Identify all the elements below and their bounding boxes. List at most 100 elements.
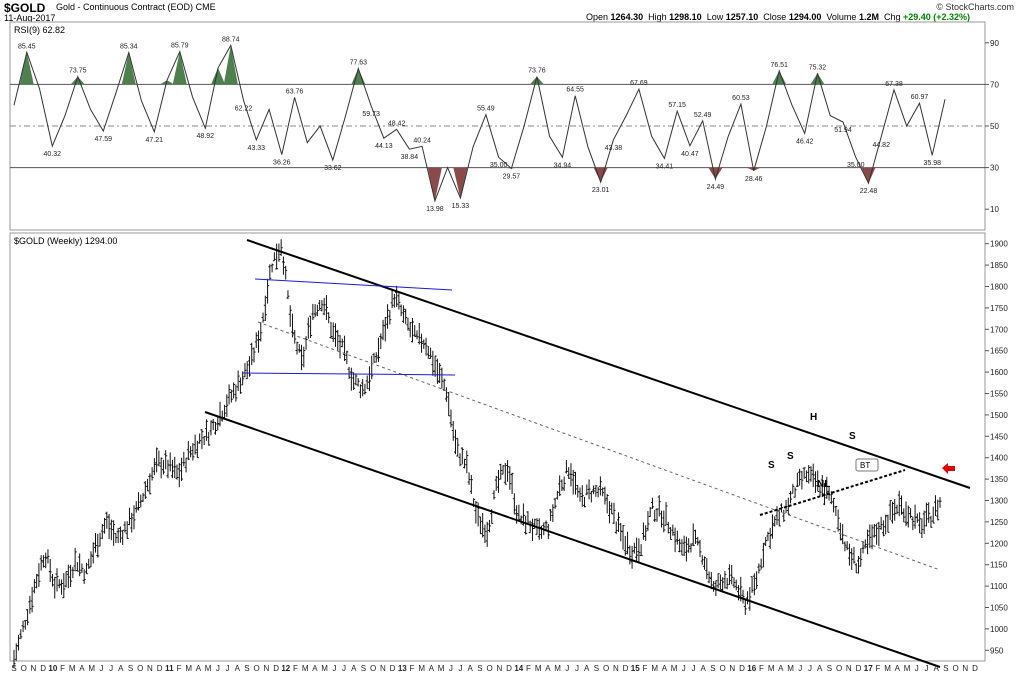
x-axis-label: A bbox=[118, 664, 124, 673]
rsi-label: 85.34 bbox=[120, 43, 138, 50]
x-axis-label: A bbox=[196, 664, 202, 673]
x-axis-label: A bbox=[778, 664, 784, 673]
rsi-label: 22.48 bbox=[860, 188, 878, 195]
x-axis-label: J bbox=[226, 664, 230, 673]
rsi-label: 48.92 bbox=[197, 133, 215, 140]
x-axis-label: 17 bbox=[864, 664, 873, 673]
x-axis-label: S bbox=[128, 664, 133, 673]
low-value: 1257.10 bbox=[725, 12, 759, 22]
x-axis-label: 15 bbox=[631, 664, 640, 673]
rsi-label: 34.41 bbox=[656, 163, 674, 170]
rsi-label: 48.42 bbox=[388, 120, 406, 127]
x-axis: S O N D 10 F M A M J J A S O N D 11 F M A M J J A S O N D 12 F M A M J J A S… bbox=[11, 664, 978, 673]
open-value: 1264.30 bbox=[610, 12, 644, 22]
rsi-label: 47.59 bbox=[95, 136, 113, 143]
x-axis-label: M bbox=[884, 664, 891, 673]
rsi-label: 46.42 bbox=[796, 138, 814, 145]
instrument-name: Gold - Continuous Contract (EOD) CME bbox=[56, 2, 216, 12]
rsi-label: 40.24 bbox=[413, 137, 431, 144]
x-axis-label: O bbox=[370, 664, 376, 673]
x-axis-label: J bbox=[798, 664, 802, 673]
x-axis-label: O bbox=[254, 664, 260, 673]
rsi-label: 35.00 bbox=[490, 162, 508, 169]
rsi-label: 67.38 bbox=[885, 81, 903, 88]
x-axis-label: A bbox=[351, 664, 357, 673]
neckline-label: NL bbox=[817, 479, 830, 490]
x-axis-label: M bbox=[321, 664, 328, 673]
rsi-label: 57.15 bbox=[668, 102, 686, 109]
bt-box bbox=[855, 458, 879, 472]
rsi-label: 62.22 bbox=[235, 106, 253, 113]
x-axis-label: S bbox=[827, 664, 832, 673]
x-axis-label: J bbox=[691, 664, 695, 673]
price-panel: 1900 1850 1800 1750 1700 1650 1600 1550 1500 1450… bbox=[9, 232, 1008, 669]
rsi-label: 60.97 bbox=[911, 94, 929, 101]
x-axis-label: A bbox=[312, 664, 318, 673]
symbol: $GOLD bbox=[4, 1, 46, 15]
x-axis-label: D bbox=[739, 664, 745, 673]
x-axis-label: O bbox=[603, 664, 609, 673]
high-value: 1298.10 bbox=[669, 12, 702, 22]
price-tick-label: 1300 bbox=[990, 497, 1008, 506]
price-y-ticks: 1900 1850 1800 1750 1700 1650 1600 1550 1500 1450… bbox=[985, 240, 1008, 655]
x-axis-label: J bbox=[565, 664, 569, 673]
quote-line: Open 1264.30 High 1298.10 Low 1257.10 Cl… bbox=[586, 12, 970, 22]
low-label: Low bbox=[706, 12, 724, 22]
volume-value: 1.2M bbox=[858, 12, 879, 22]
rsi-label: 40.32 bbox=[43, 151, 61, 158]
x-axis-label: M bbox=[768, 664, 775, 673]
x-axis-label: O bbox=[836, 664, 842, 673]
price-bars bbox=[12, 239, 942, 669]
x-axis-label: 13 bbox=[398, 664, 407, 673]
x-axis-label: J bbox=[449, 664, 453, 673]
x-axis-label: N bbox=[962, 664, 968, 673]
x-axis-label: J bbox=[808, 664, 812, 673]
x-axis-label: N bbox=[613, 664, 619, 673]
x-axis-label: S bbox=[244, 664, 249, 673]
open-label: Open bbox=[586, 12, 609, 22]
x-axis-label: J bbox=[459, 664, 463, 673]
x-axis-label: 12 bbox=[281, 664, 290, 673]
rsi-overbought-fill bbox=[529, 76, 544, 85]
rsi-label: 76.51 bbox=[770, 62, 788, 69]
x-axis-label: J bbox=[342, 664, 346, 673]
rsi-overbought-fill bbox=[172, 51, 187, 85]
x-axis-label: J bbox=[216, 664, 220, 673]
rsi-tick-label: 90 bbox=[990, 39, 999, 48]
rsi-legend: RSI(9) 62.82 bbox=[14, 25, 65, 35]
triangle-lower-line bbox=[242, 372, 456, 376]
x-axis-label: A bbox=[817, 664, 823, 673]
x-axis-label: M bbox=[671, 664, 678, 673]
x-axis-label: 10 bbox=[48, 664, 57, 673]
x-axis-label: S bbox=[943, 664, 948, 673]
rsi-label: 13.98 bbox=[426, 206, 444, 213]
x-axis-label: M bbox=[787, 664, 794, 673]
x-axis-label: S bbox=[361, 664, 366, 673]
rsi-oversold-fill bbox=[453, 167, 468, 199]
annotations: S S H S NL BT bbox=[768, 412, 879, 490]
x-axis-label: F bbox=[526, 664, 531, 673]
x-axis-label: M bbox=[438, 664, 445, 673]
x-axis-label: M bbox=[554, 664, 561, 673]
x-axis-label: F bbox=[293, 664, 298, 673]
x-axis-label: D bbox=[390, 664, 396, 673]
lower-channel-line bbox=[204, 411, 941, 668]
instrument-title: Gold - Continuous Contract (EOD) bbox=[56, 2, 194, 12]
x-axis-label: O bbox=[952, 664, 958, 673]
x-axis-label: N bbox=[496, 664, 502, 673]
price-legend: $GOLD (Weekly) 1294.00 bbox=[14, 236, 117, 246]
price-tick-label: 1000 bbox=[990, 625, 1008, 634]
price-tick-label: 1450 bbox=[990, 432, 1008, 441]
x-axis-label: F bbox=[177, 664, 182, 673]
x-axis-label: M bbox=[205, 664, 212, 673]
x-axis-label: A bbox=[933, 664, 939, 673]
red-arrow-icon bbox=[942, 463, 955, 474]
head-label: H bbox=[810, 412, 817, 423]
rsi-label: 24.49 bbox=[707, 184, 725, 191]
rsi-label: 47.21 bbox=[146, 137, 164, 144]
x-axis-label: M bbox=[418, 664, 425, 673]
x-axis-label: S bbox=[710, 664, 715, 673]
price-tick-label: 1650 bbox=[990, 347, 1008, 356]
x-axis-label: N bbox=[147, 664, 153, 673]
rsi-overbought-fill bbox=[19, 52, 34, 85]
